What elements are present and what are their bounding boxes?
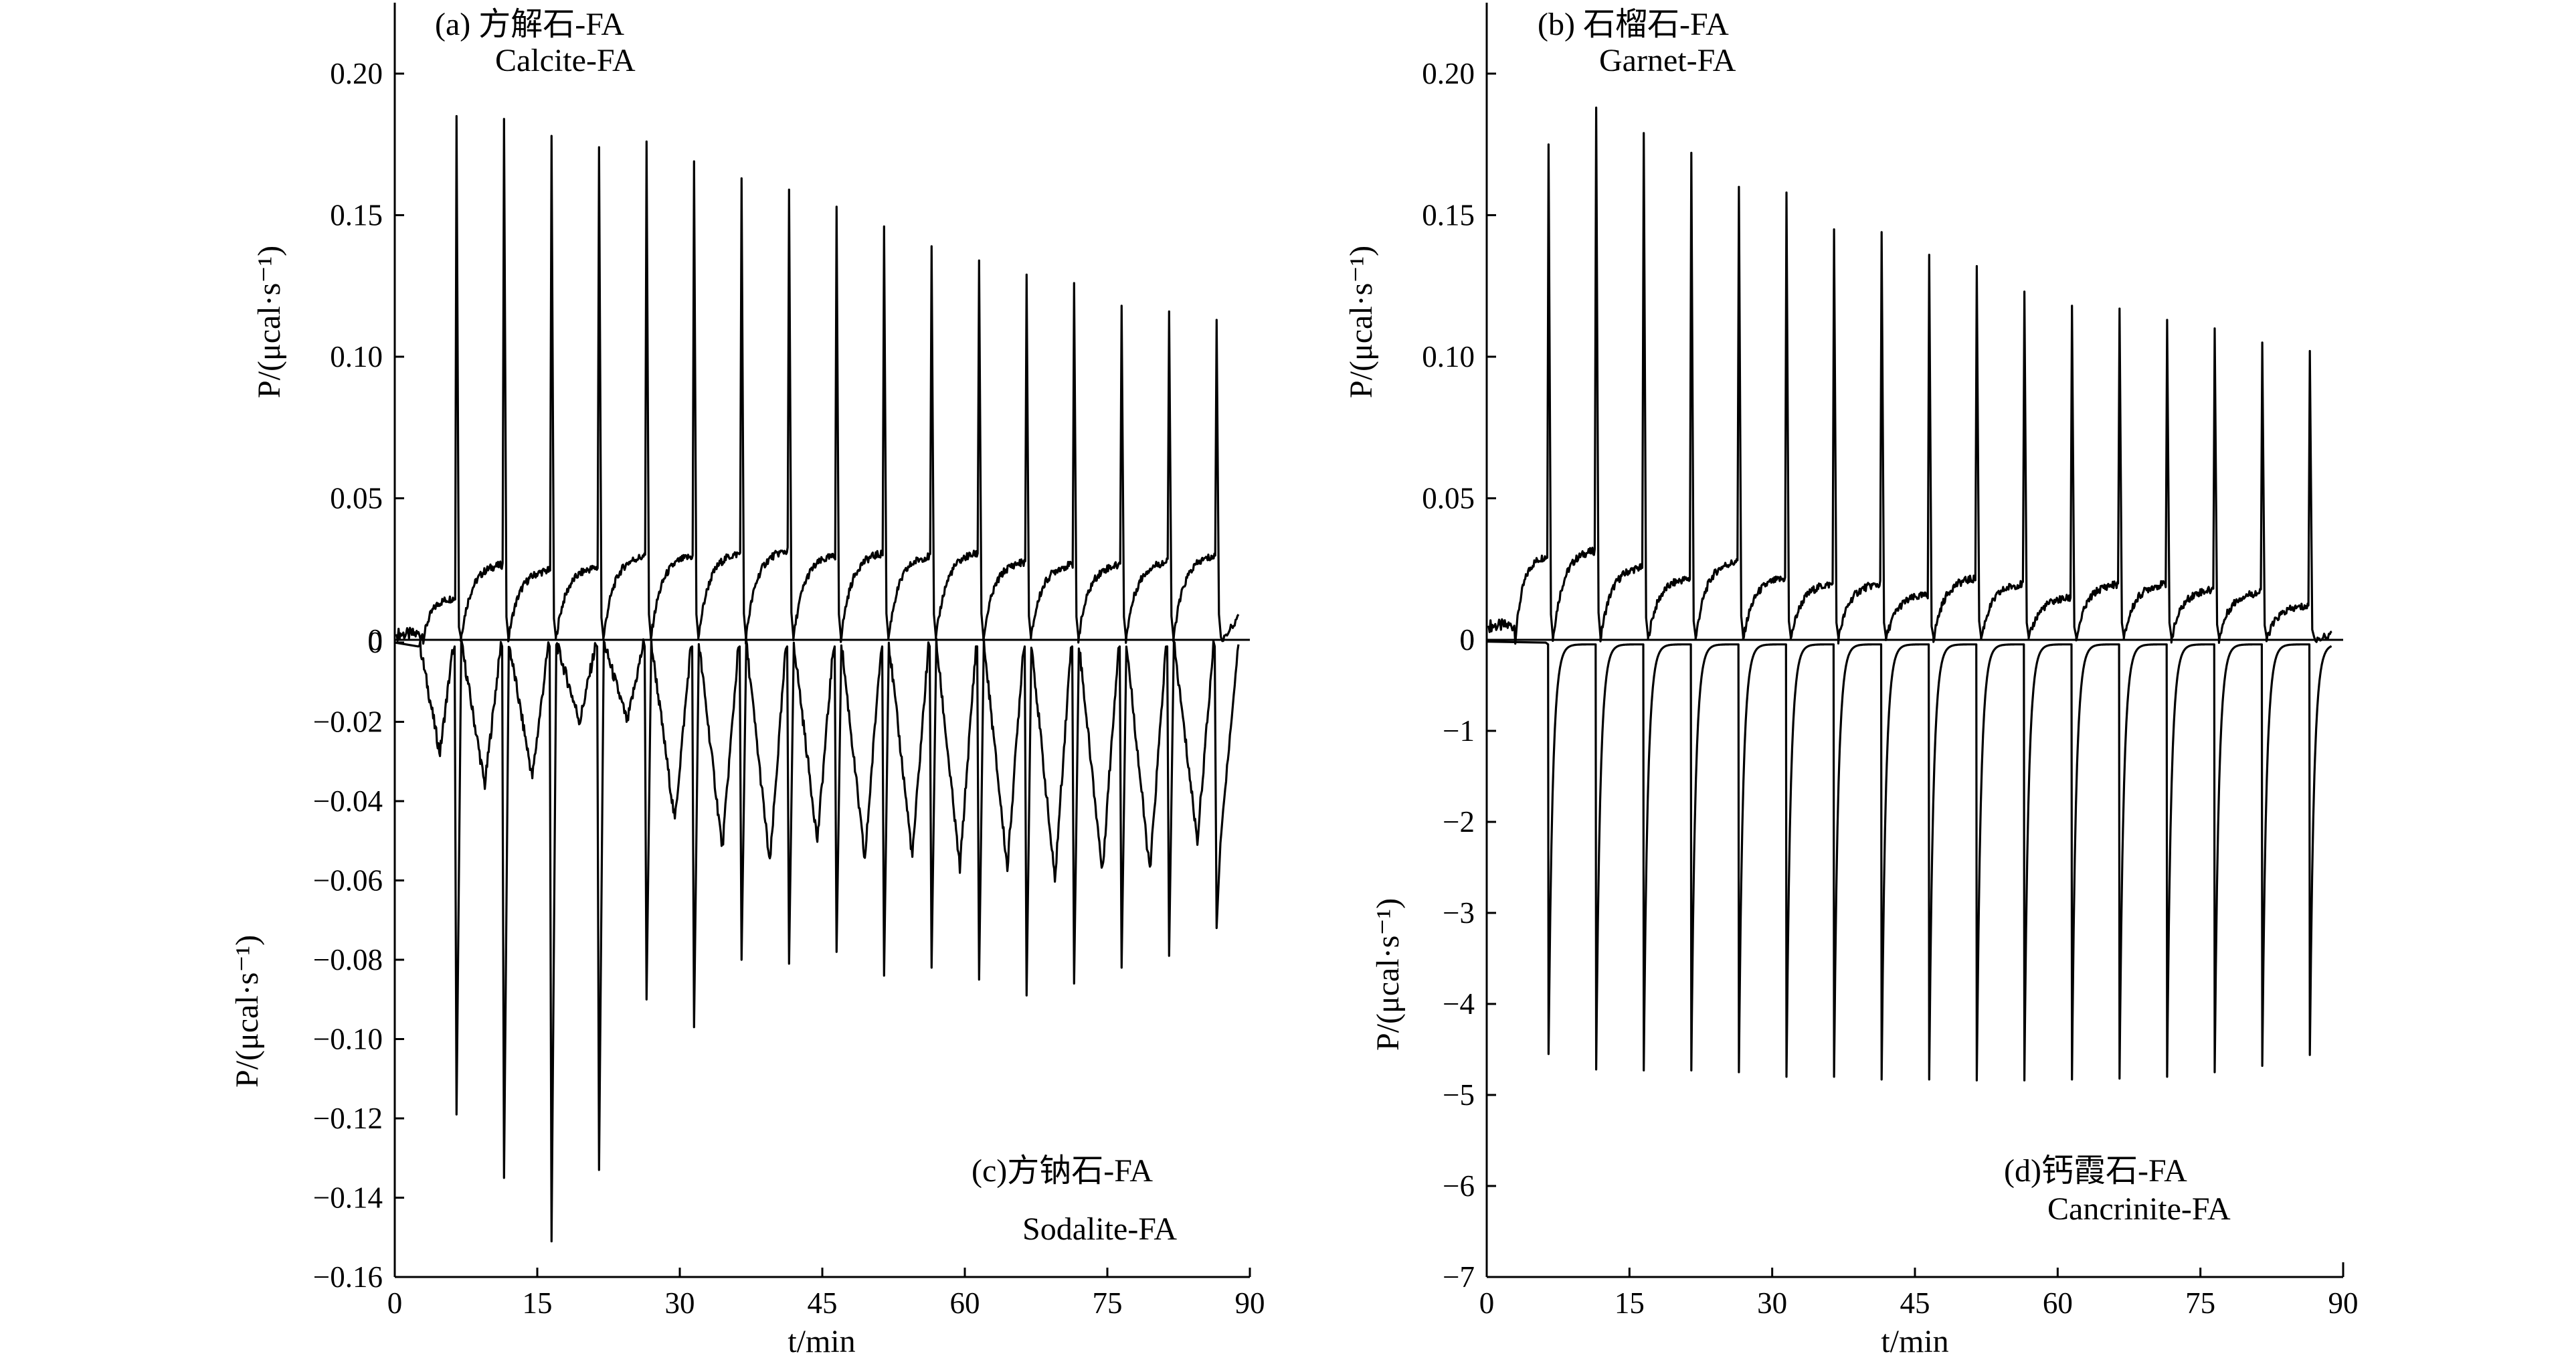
y-tick-label: −5 [1443,1078,1475,1112]
y-tick-label: 0.05 [330,482,383,515]
x-tick-label: 15 [523,1286,553,1320]
y-tick-label: 0.10 [1422,340,1475,373]
y-tick-label: −0.16 [313,1260,383,1294]
y-tick-label: 0.15 [330,199,383,232]
y-tick-label: 0 [368,623,383,657]
panel-d-y-label: P/(μcal·s⁻¹) [1370,898,1406,1051]
y-tick-label: 0.20 [330,57,383,90]
y-tick-label: −0.14 [313,1181,383,1215]
x-tick-label: 45 [1900,1286,1930,1320]
y-tick-label: −4 [1443,987,1475,1021]
panel-d-y-ticks: 0 −1 −2 −3 −4 −5 −6 −7 [1443,623,1496,1294]
panel-b-y-label: P/(μcal·s⁻¹) [1344,246,1379,398]
right-x-ticks: 0 15 30 45 60 75 90 [1479,1268,2359,1320]
y-tick-label: −0.06 [313,864,383,898]
panel-b-series-line [1487,106,2332,645]
y-tick-label: 0.10 [330,340,383,373]
x-tick-label: 45 [808,1286,838,1320]
right-chart: 0 0.05 0.10 0.15 0.20 0 −1 −2 −3 −4 −5 −6 −7 0 15 30 4… [1344,3,2359,1359]
panel-a-title-cn: (a) 方解石-FA [435,7,624,42]
y-tick-label: −7 [1443,1260,1475,1294]
y-tick-label: 0 [1460,623,1475,657]
y-tick-label: −3 [1443,896,1475,930]
panel-c-title-cn: (c)方钠石-FA [972,1153,1153,1189]
x-tick-label: 60 [950,1286,980,1320]
x-tick-label: 30 [665,1286,695,1320]
panel-c-series-line [394,637,1240,1243]
y-tick-label: 0 [368,626,383,659]
x-tick-label: 75 [1093,1286,1123,1320]
y-tick-label: −0.10 [313,1023,383,1056]
y-tick-label: −0.12 [313,1102,383,1135]
panel-d-title-cn: (d)钙霞石-FA [2004,1153,2187,1189]
y-tick-label: −2 [1443,805,1475,839]
panel-d-series-line [1486,641,2332,1082]
left-chart: 0 0.05 0.10 0.15 0.20 0 −0.02 −0.04 −0.06 −0.08 −… [229,3,1265,1359]
left-x-label: t/min [788,1324,855,1359]
left-x-ticks: 0 15 30 45 60 75 90 [387,1268,1265,1320]
y-tick-label: −1 [1443,714,1475,748]
panel-a-title-en: Calcite-FA [495,43,636,78]
x-tick-label: 0 [1479,1286,1495,1320]
x-tick-label: 90 [2328,1286,2359,1320]
x-tick-label: 15 [1615,1286,1645,1320]
panel-c-title-en: Sodalite-FA [1022,1211,1177,1247]
panel-b-title-cn: (b) 石榴石-FA [1538,7,1729,42]
y-tick-label: −0.04 [313,784,383,818]
y-tick-label: −6 [1443,1169,1475,1203]
panel-a-y-label: P/(μcal·s⁻¹) [252,246,287,398]
panel-c-y-ticks: 0 −0.02 −0.04 −0.06 −0.08 −0.10 −0.12 −0.14 −0.1… [313,626,404,1294]
x-tick-label: 90 [1235,1286,1265,1320]
x-tick-label: 75 [2185,1286,2215,1320]
panel-b-title-en: Garnet-FA [1599,43,1736,78]
panel-b-y-ticks: 0 0.05 0.10 0.15 0.20 [1422,57,1496,657]
panel-a-y-ticks: 0 0.05 0.10 0.15 0.20 [330,57,404,657]
y-tick-label: 0 [1460,623,1475,657]
x-tick-label: 60 [2043,1286,2073,1320]
y-tick-label: 0.15 [1422,199,1475,232]
y-tick-label: 0.20 [1422,57,1475,90]
panel-d-title-en: Cancrinite-FA [2047,1191,2231,1227]
panel-c-y-label: P/(μcal·s⁻¹) [229,935,265,1088]
y-tick-label: −0.02 [313,705,383,739]
x-tick-label: 0 [387,1286,403,1320]
y-tick-label: −0.08 [313,943,383,976]
panel-a-series-line [395,114,1240,645]
y-tick-label: 0.05 [1422,482,1475,515]
right-x-label: t/min [1881,1324,1948,1359]
x-tick-label: 30 [1757,1286,1787,1320]
